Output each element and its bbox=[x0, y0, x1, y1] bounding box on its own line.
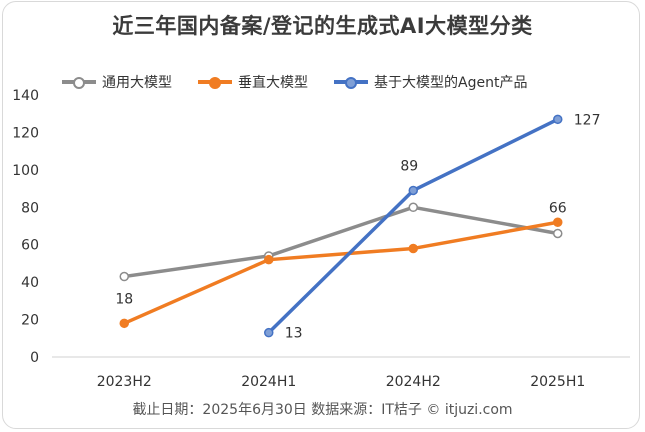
vertical-series-point bbox=[408, 243, 418, 254]
y-tick-label: 100 bbox=[12, 163, 39, 179]
y-tick-label: 120 bbox=[12, 125, 39, 141]
agent-series-point bbox=[264, 327, 274, 338]
x-tick-label: 2024H1 bbox=[241, 374, 296, 390]
agent-series-point bbox=[553, 114, 563, 125]
data-label: 89 bbox=[400, 158, 418, 174]
y-tick-label: 140 bbox=[12, 88, 39, 104]
chart-card bbox=[2, 1, 640, 429]
legend-item-general: 通用大模型 bbox=[62, 72, 172, 92]
chart-title: 近三年国内备案/登记的生成式AI大模型分类 bbox=[112, 14, 533, 38]
legend-marker-agent bbox=[334, 76, 368, 89]
y-tick-label: 0 bbox=[30, 350, 39, 366]
vertical-series-point bbox=[264, 254, 274, 265]
legend-marker-vertical bbox=[198, 76, 232, 89]
legend-marker-general bbox=[62, 76, 96, 89]
vertical-series-point bbox=[119, 318, 129, 329]
y-tick-label: 60 bbox=[21, 238, 39, 254]
general-series-point bbox=[408, 202, 418, 213]
x-tick-label: 2024H2 bbox=[386, 374, 441, 390]
data-label: 18 bbox=[115, 291, 133, 307]
general-series-point bbox=[119, 271, 129, 282]
x-tick-label: 2025H1 bbox=[530, 374, 585, 390]
data-label: 127 bbox=[574, 112, 601, 128]
chart-legend: 通用大模型 垂直大模型 基于大模型的Agent产品 bbox=[62, 72, 527, 92]
legend-label-agent: 基于大模型的Agent产品 bbox=[374, 75, 528, 91]
data-label: 66 bbox=[549, 200, 567, 216]
general-series-line bbox=[122, 205, 560, 279]
vertical-series-point bbox=[553, 217, 563, 228]
legend-item-vertical: 垂直大模型 bbox=[198, 72, 308, 92]
data-label: 13 bbox=[285, 326, 303, 342]
vertical-series-line bbox=[122, 220, 560, 326]
agent-series-point bbox=[408, 185, 418, 196]
x-tick-label: 2023H2 bbox=[97, 374, 152, 390]
source-footer: 截止日期：2025年6月30日 数据来源：IT桔子 © itjuzi.com bbox=[132, 402, 513, 418]
legend-label-general: 通用大模型 bbox=[102, 75, 172, 91]
y-tick-label: 80 bbox=[21, 200, 39, 216]
legend-item-agent: 基于大模型的Agent产品 bbox=[334, 72, 527, 92]
y-tick-label: 40 bbox=[21, 275, 39, 291]
legend-label-vertical: 垂直大模型 bbox=[238, 75, 308, 91]
y-tick-label: 20 bbox=[21, 313, 39, 329]
general-series-point bbox=[553, 228, 563, 239]
